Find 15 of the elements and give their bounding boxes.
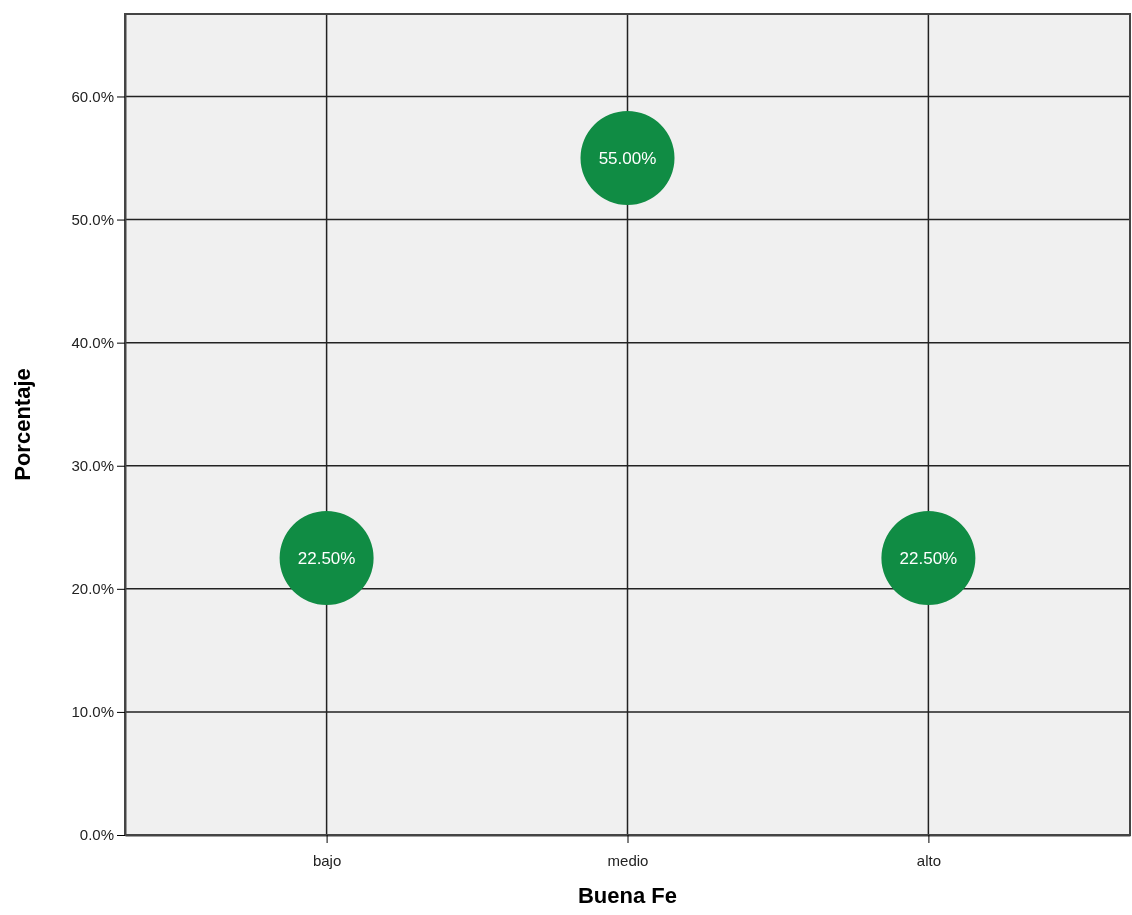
y-tick-label: 60.0% — [71, 87, 114, 105]
data-label: 55.00% — [598, 148, 657, 168]
x-tick-label: alto — [916, 851, 941, 869]
y-axis-title: Porcentaje — [10, 368, 35, 481]
x-axis-title: Buena Fe — [577, 883, 678, 908]
y-tick-label: 20.0% — [71, 580, 114, 598]
data-label: 22.50% — [297, 549, 356, 568]
y-tick-label: 50.0% — [71, 210, 114, 228]
x-tick-label: bajo — [312, 851, 342, 869]
data-label: 22.50% — [899, 549, 958, 568]
y-tick-label: 10.0% — [71, 703, 114, 721]
y-tick-label: 40.0% — [71, 333, 114, 351]
y-tick-label: 0.0% — [79, 826, 114, 844]
x-tick-label: medio — [607, 851, 649, 869]
y-tick-label: 30.0% — [71, 457, 114, 475]
